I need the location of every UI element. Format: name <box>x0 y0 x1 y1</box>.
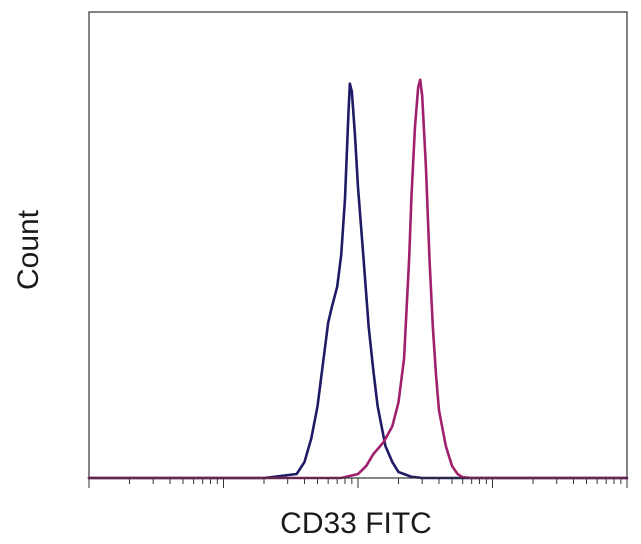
series-line-1 <box>87 82 629 480</box>
series-line-2 <box>87 78 629 480</box>
x-axis-label: CD33 FITC <box>280 507 432 540</box>
y-axis-label: Count <box>12 209 45 290</box>
plot-frame <box>88 11 628 479</box>
x-axis-ticks <box>88 478 628 488</box>
series-layer <box>87 78 629 480</box>
